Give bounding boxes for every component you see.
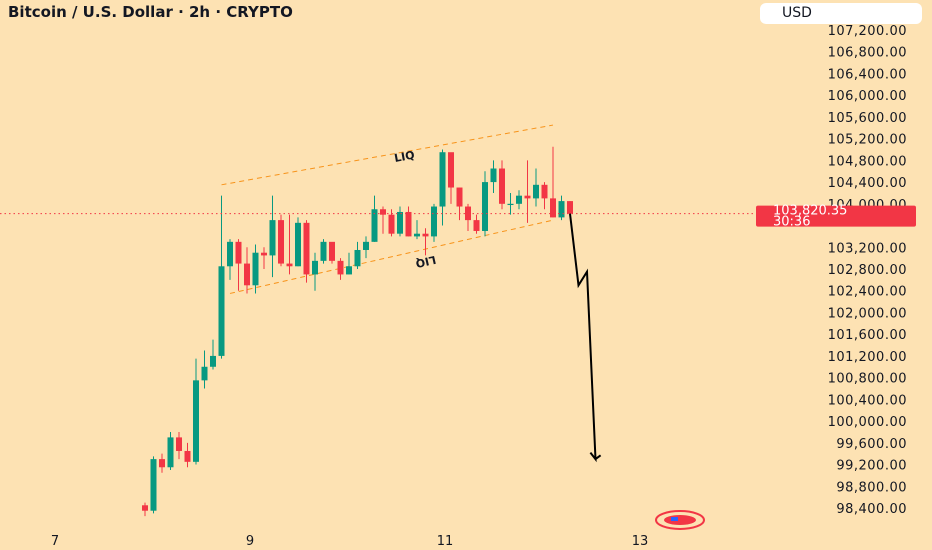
- candle-body: [388, 214, 395, 234]
- y-tick-label: 100,800.00: [828, 372, 907, 387]
- price-axis: 107,200.00 106,800.00 106,400.00 106,000.00…: [828, 24, 907, 517]
- y-tick-label: 100,400.00: [828, 393, 907, 408]
- y-tick-label: 101,600.00: [828, 328, 907, 343]
- y-tick-label: 99,200.00: [836, 459, 907, 474]
- candle-body: [567, 201, 573, 214]
- candle-body: [184, 450, 191, 462]
- y-tick-label: 105,200.00: [828, 133, 907, 148]
- logo-core: [664, 515, 696, 525]
- candle-body: [227, 241, 233, 267]
- candle-body: [422, 233, 429, 237]
- candle-body: [516, 195, 522, 204]
- candle-body: [261, 252, 267, 256]
- channel-lower-line: [229, 219, 554, 294]
- price-tag-countdown: 30:36: [773, 215, 810, 230]
- y-tick-label: 101,200.00: [828, 350, 907, 365]
- y-tick-label: 106,800.00: [828, 46, 907, 61]
- y-tick-label: 100,000.00: [828, 415, 907, 430]
- candle-body: [269, 220, 276, 256]
- x-tick-label: 13: [632, 534, 649, 549]
- candle-body: [193, 380, 199, 462]
- candle-body: [286, 263, 293, 267]
- liq-label-upper: LIQ: [393, 149, 415, 165]
- candle-body: [210, 355, 216, 367]
- candle-body: [312, 260, 318, 275]
- candle-body: [431, 206, 437, 237]
- chart-title: Bitcoin / U.S. Dollar · 2h · CRYPTO: [8, 3, 293, 21]
- candle-body: [354, 249, 361, 267]
- y-tick-label: 102,800.00: [828, 263, 907, 278]
- candle-body: [405, 211, 412, 237]
- candle-body: [456, 187, 463, 207]
- candle-body: [558, 201, 565, 218]
- candle-body: [448, 152, 454, 188]
- channel-upper-line: [221, 124, 554, 186]
- y-tick-label: 98,400.00: [836, 502, 907, 517]
- y-tick-label: 107,200.00: [828, 24, 907, 39]
- candle-body: [541, 184, 548, 199]
- candle-body: [295, 222, 301, 267]
- x-tick-label: 9: [246, 534, 254, 549]
- projection-path: [569, 213, 602, 463]
- candle-body: [439, 152, 446, 207]
- candle-body: [150, 459, 157, 511]
- candle-body: [329, 241, 335, 261]
- candle-body: [550, 198, 556, 218]
- candle-body: [278, 220, 284, 264]
- y-tick-label: 104,400.00: [828, 176, 907, 191]
- candle-body: [142, 505, 148, 511]
- y-tick-label: 105,600.00: [828, 111, 907, 126]
- candle-body: [218, 266, 225, 356]
- candle-body: [159, 459, 165, 468]
- y-tick-label: 102,400.00: [828, 285, 907, 300]
- logo-canton: [671, 517, 678, 521]
- price-tag-value: 103,820.35: [773, 204, 847, 219]
- candle-body: [414, 233, 420, 237]
- candle-body: [533, 184, 539, 199]
- x-tick-label: 11: [437, 534, 454, 549]
- candle-body: [524, 195, 531, 199]
- liq-label-lower: LIQ: [414, 253, 437, 270]
- candle-body: [371, 209, 378, 242]
- candle-body: [337, 260, 344, 275]
- y-tick-label: 106,000.00: [828, 89, 907, 104]
- candle-body: [201, 366, 208, 381]
- candle-body: [363, 241, 369, 250]
- candle-body: [499, 168, 505, 204]
- y-tick-label: 98,800.00: [836, 480, 907, 495]
- currency-selector[interactable]: USD: [760, 3, 922, 24]
- candle-body: [397, 211, 403, 234]
- time-axis: 7 9 11 13: [51, 534, 648, 549]
- candle-body: [507, 203, 514, 206]
- y-tick-label: 103,200.00: [828, 241, 907, 256]
- price-tag-box: [756, 205, 916, 227]
- candle-body: [490, 168, 497, 183]
- candle-body: [346, 266, 352, 275]
- candle-body: [244, 263, 250, 286]
- candle-body: [482, 182, 488, 231]
- candles: [142, 146, 573, 517]
- tradingview-logo-icon: [655, 510, 705, 530]
- y-tick-label: 99,600.00: [836, 437, 907, 452]
- candle-body: [167, 437, 174, 468]
- candle-body: [252, 252, 259, 286]
- y-tick-label: 104,800.00: [828, 154, 907, 169]
- candle-body: [176, 437, 182, 451]
- candle-body: [303, 222, 310, 275]
- candle-body: [380, 209, 386, 215]
- y-tick-label: 106,400.00: [828, 67, 907, 82]
- x-tick-label: 7: [51, 534, 59, 549]
- logo-ring: [655, 510, 705, 530]
- candle-body: [320, 241, 327, 261]
- channel-lines: LIQ LIQ: [221, 124, 554, 294]
- candle-body: [235, 241, 242, 264]
- candle-body: [473, 220, 480, 231]
- y-tick-label: 102,000.00: [828, 306, 907, 321]
